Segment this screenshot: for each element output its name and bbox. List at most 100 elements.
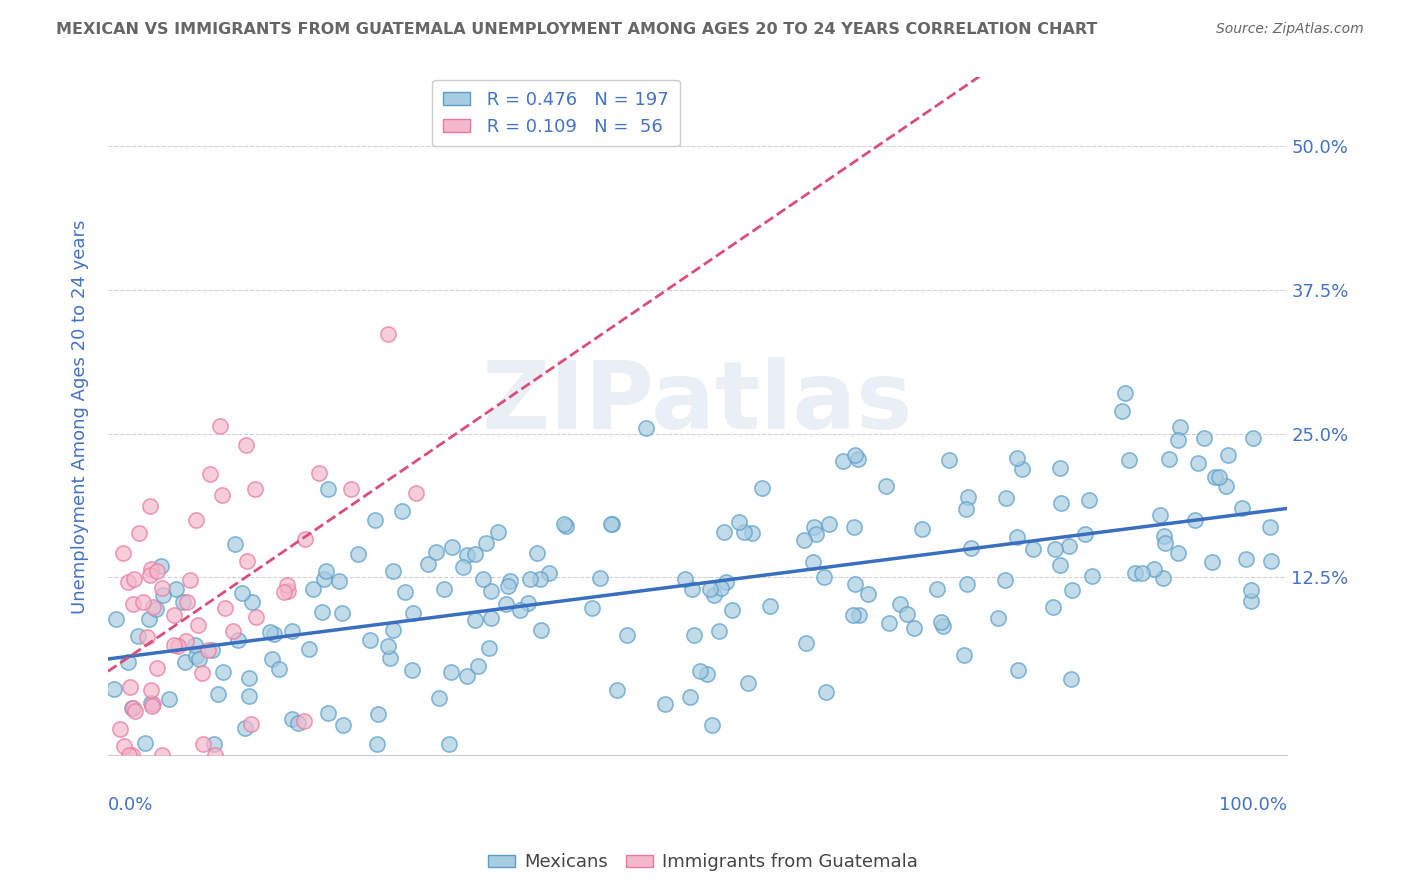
Point bbox=[1111, 404, 1133, 418]
Point bbox=[1167, 433, 1189, 447]
Point bbox=[848, 608, 870, 623]
Point bbox=[273, 584, 295, 599]
Point bbox=[555, 518, 578, 533]
Point bbox=[709, 624, 731, 639]
Point bbox=[499, 574, 522, 588]
Point bbox=[683, 628, 706, 642]
Point bbox=[471, 572, 494, 586]
Point bbox=[1152, 571, 1174, 585]
Point bbox=[212, 665, 235, 679]
Point bbox=[152, 588, 174, 602]
Point bbox=[112, 739, 135, 753]
Point bbox=[405, 486, 427, 500]
Point bbox=[1149, 508, 1171, 522]
Point bbox=[519, 572, 541, 586]
Point bbox=[302, 582, 325, 596]
Point bbox=[952, 648, 974, 662]
Point bbox=[616, 628, 638, 642]
Point bbox=[105, 612, 128, 626]
Point bbox=[330, 607, 353, 621]
Point bbox=[226, 633, 249, 648]
Point bbox=[813, 570, 835, 584]
Point bbox=[233, 721, 256, 735]
Point bbox=[1234, 552, 1257, 566]
Point bbox=[464, 547, 486, 561]
Point bbox=[245, 610, 267, 624]
Point bbox=[281, 712, 304, 726]
Point bbox=[121, 748, 143, 763]
Point bbox=[479, 583, 502, 598]
Point bbox=[938, 453, 960, 467]
Point bbox=[877, 616, 900, 631]
Point bbox=[427, 690, 450, 705]
Point bbox=[1218, 449, 1240, 463]
Point bbox=[1184, 513, 1206, 527]
Point bbox=[1114, 386, 1136, 401]
Point bbox=[896, 607, 918, 622]
Point bbox=[367, 706, 389, 721]
Point bbox=[394, 585, 416, 599]
Text: MEXICAN VS IMMIGRANTS FROM GUATEMALA UNEMPLOYMENT AMONG AGES 20 TO 24 YEARS CORR: MEXICAN VS IMMIGRANTS FROM GUATEMALA UNE… bbox=[56, 22, 1098, 37]
Point bbox=[176, 595, 198, 609]
Point bbox=[846, 452, 869, 467]
Point bbox=[127, 629, 149, 643]
Point bbox=[204, 748, 226, 763]
Point bbox=[294, 532, 316, 546]
Point bbox=[402, 606, 425, 620]
Point bbox=[713, 524, 735, 539]
Point bbox=[287, 716, 309, 731]
Point bbox=[1005, 530, 1028, 544]
Point bbox=[956, 577, 979, 591]
Point bbox=[1057, 539, 1080, 553]
Point bbox=[440, 665, 463, 679]
Point bbox=[277, 584, 299, 599]
Point bbox=[391, 504, 413, 518]
Point bbox=[174, 634, 197, 648]
Point bbox=[737, 676, 759, 690]
Point bbox=[441, 540, 464, 554]
Point bbox=[382, 624, 405, 638]
Point bbox=[486, 524, 509, 539]
Point bbox=[122, 597, 145, 611]
Point bbox=[184, 648, 207, 663]
Point bbox=[146, 564, 169, 578]
Point bbox=[332, 718, 354, 732]
Point bbox=[634, 421, 657, 435]
Point bbox=[1260, 554, 1282, 568]
Point bbox=[495, 597, 517, 611]
Point bbox=[263, 626, 285, 640]
Point bbox=[654, 697, 676, 711]
Point bbox=[187, 618, 209, 632]
Legend:  R = 0.476   N = 197,  R = 0.109   N =  56: R = 0.476 N = 197, R = 0.109 N = 56 bbox=[432, 79, 679, 146]
Point bbox=[1240, 594, 1263, 608]
Point bbox=[281, 624, 304, 638]
Point bbox=[538, 566, 561, 580]
Point bbox=[1154, 535, 1177, 549]
Point bbox=[679, 690, 702, 705]
Point bbox=[681, 582, 703, 597]
Point bbox=[238, 689, 260, 703]
Point bbox=[142, 697, 165, 711]
Point bbox=[110, 723, 132, 737]
Point bbox=[132, 595, 155, 609]
Point bbox=[1232, 500, 1254, 515]
Point bbox=[377, 639, 399, 653]
Point bbox=[425, 544, 447, 558]
Point bbox=[1049, 558, 1071, 572]
Point bbox=[208, 418, 231, 433]
Point bbox=[276, 578, 298, 592]
Point bbox=[142, 599, 165, 614]
Point bbox=[191, 665, 214, 680]
Point bbox=[157, 691, 180, 706]
Point bbox=[955, 502, 977, 516]
Point bbox=[956, 490, 979, 504]
Point bbox=[1062, 582, 1084, 597]
Point bbox=[803, 520, 825, 534]
Text: ZIPatlas: ZIPatlas bbox=[482, 357, 912, 449]
Point bbox=[139, 682, 162, 697]
Point bbox=[308, 466, 330, 480]
Point bbox=[1081, 569, 1104, 583]
Point bbox=[496, 578, 519, 592]
Point bbox=[1049, 461, 1071, 475]
Point bbox=[818, 516, 841, 531]
